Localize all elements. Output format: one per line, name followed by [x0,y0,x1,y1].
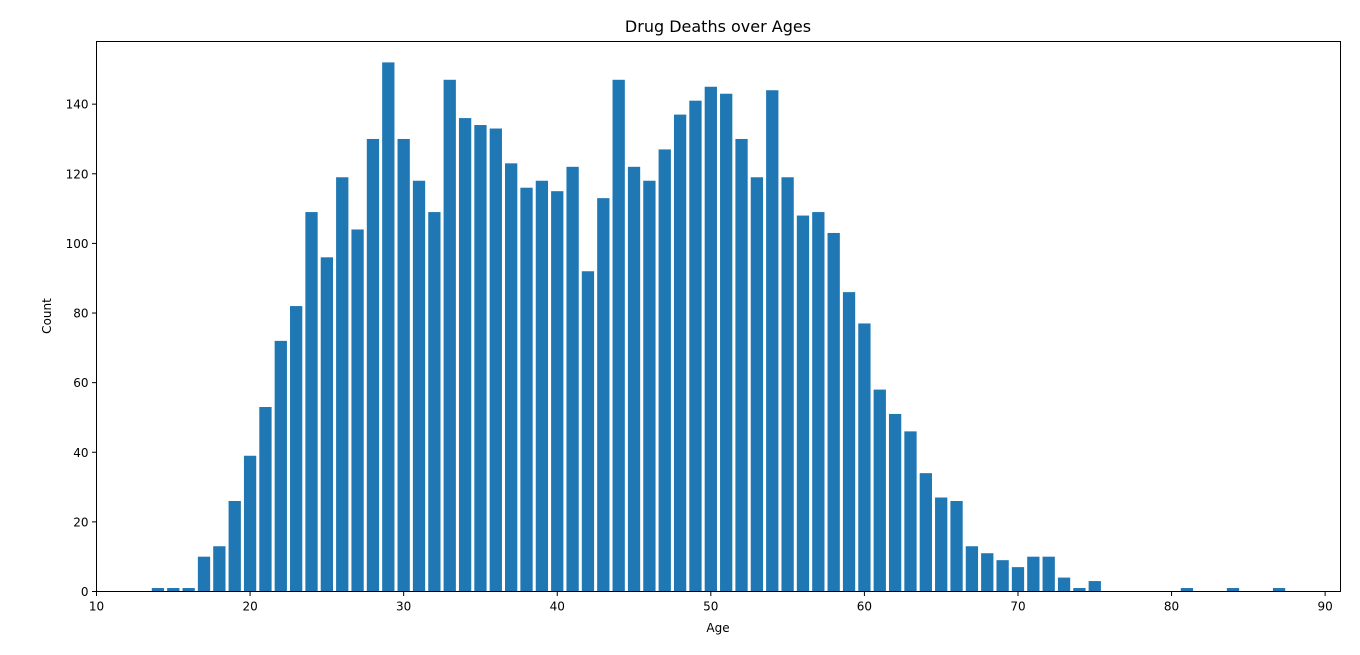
y-tick-label: 100 [66,237,89,251]
bar-age-21 [259,407,272,592]
x-tick-label: 50 [703,600,718,614]
bar-age-28 [366,138,380,592]
bar-age-35 [474,125,487,592]
bar-age-27 [351,229,364,592]
bar-age-49 [689,100,702,592]
bar-age-66 [950,500,963,592]
bar-age-24 [305,212,318,592]
bar-age-22 [274,340,287,592]
bar-age-55 [781,177,794,592]
bar-age-52 [735,138,748,592]
bar-age-56 [796,215,810,592]
bar-age-17 [197,556,211,592]
bar-age-36 [489,128,502,592]
y-tick-label: 80 [73,307,88,321]
bar-age-38 [520,187,533,592]
bar-age-70 [1011,567,1025,592]
y-axis-ticks: 0 20 40 60 80 100 120 140 [66,98,97,599]
bar-age-20 [243,455,257,592]
bar-age-64 [919,473,932,592]
bar-age-23 [290,306,303,592]
bar-age-53 [750,177,764,592]
bar-age-63 [904,431,917,592]
bar-age-44 [612,79,625,592]
bar-age-43 [597,198,610,592]
y-tick-label: 40 [73,446,88,460]
plot-frame [96,41,1341,592]
bar-age-84 [1226,588,1240,592]
bar-age-58 [827,232,840,592]
x-tick-label: 60 [857,600,872,614]
bar-age-18 [213,546,226,592]
bar-age-50 [704,86,717,592]
bar-age-26 [336,177,349,592]
bar-age-25 [320,257,334,592]
x-tick-label: 30 [396,600,411,614]
bar-age-41 [566,166,579,592]
bar-age-15 [167,588,180,592]
bar-age-29 [382,62,395,592]
bar-age-69 [996,560,1009,592]
bar-age-57 [812,212,825,592]
bar-age-14 [151,588,165,592]
bar-age-34 [458,118,472,592]
bar-age-68 [981,553,994,592]
bar-age-71 [1027,556,1040,592]
x-tick-label: 90 [1318,600,1333,614]
bar-age-74 [1073,588,1086,592]
bar-age-67 [965,546,979,592]
bar-age-46 [643,180,656,592]
bar-age-60 [858,323,871,592]
bar-age-62 [888,413,902,592]
bar-age-65 [935,497,948,592]
bar-age-37 [505,163,518,592]
bar-age-81 [1180,588,1194,592]
bar-age-51 [720,93,733,592]
bars-group [151,62,1286,592]
bar-age-48 [673,114,687,592]
x-tick-label: 80 [1164,600,1179,614]
bar-age-87 [1272,588,1286,592]
bar-age-47 [658,149,671,592]
bar-age-31 [412,180,426,592]
bar-age-42 [581,271,595,592]
bar-age-45 [627,166,641,592]
y-tick-label: 20 [73,515,88,529]
bar-age-39 [535,180,549,592]
bar-age-33 [443,79,456,592]
y-tick-label: 120 [66,167,89,181]
x-axis-label: Age [706,621,729,635]
x-tick-label: 10 [89,600,104,614]
bar-age-73 [1057,577,1071,592]
bar-age-40 [551,191,564,592]
bar-age-16 [182,588,195,592]
y-tick-label: 140 [66,98,89,112]
x-tick-label: 40 [550,600,565,614]
y-tick-label: 0 [81,585,89,599]
y-tick-label: 60 [73,376,88,390]
x-axis-ticks: 10 20 30 40 50 60 70 80 90 [89,591,1333,614]
bar-age-30 [397,138,410,592]
x-tick-label: 70 [1010,600,1025,614]
bar-age-72 [1042,556,1055,592]
bar-age-54 [766,90,779,592]
bar-age-59 [842,292,856,592]
x-tick-label: 20 [242,600,257,614]
chart-title: Drug Deaths over Ages [625,17,811,36]
bar-age-75 [1088,581,1101,592]
bar-age-32 [428,212,441,592]
y-axis-label: Count [40,298,54,334]
bar-age-61 [873,389,886,592]
bar-age-19 [228,500,241,592]
